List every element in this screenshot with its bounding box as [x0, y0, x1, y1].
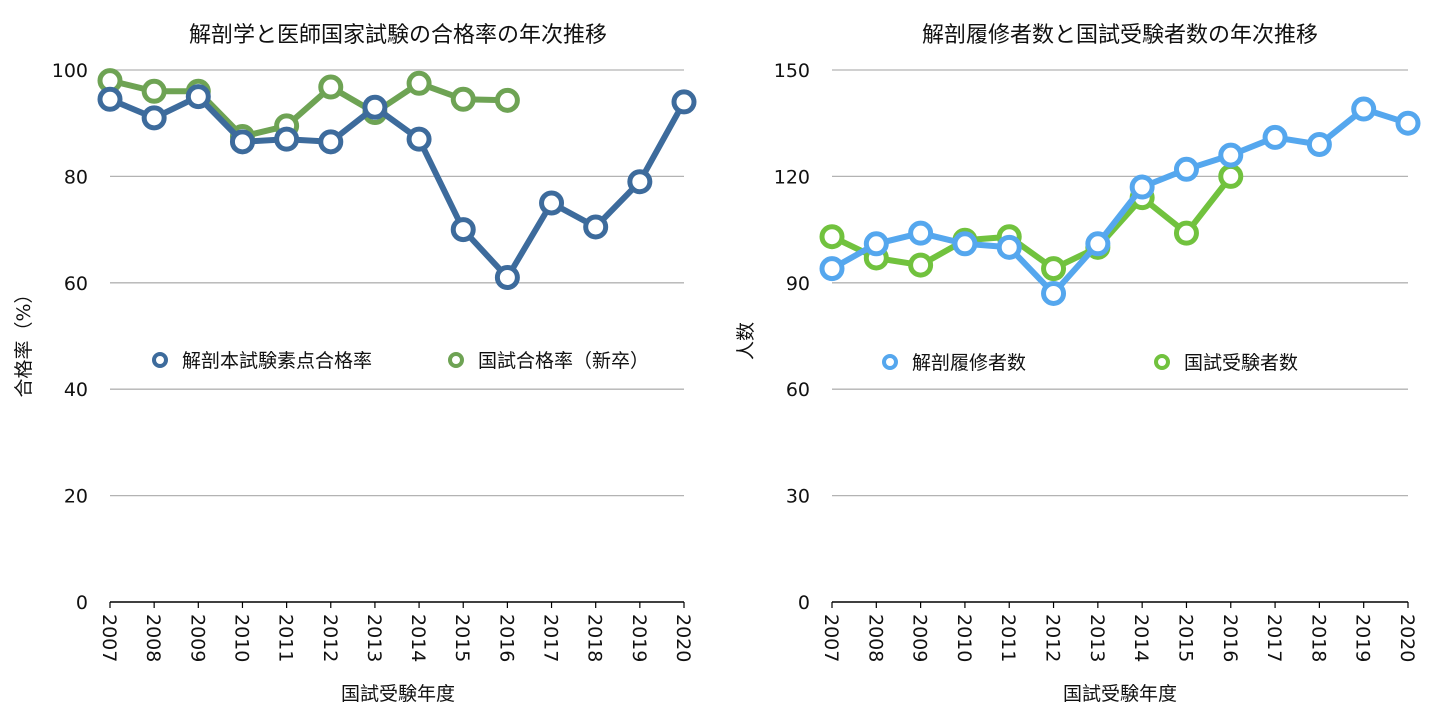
series-line [107, 77, 511, 140]
data-point [362, 94, 388, 120]
x-tick-label: 2017 [1263, 614, 1285, 662]
data-point [1085, 231, 1111, 257]
data-point [1351, 96, 1377, 122]
data-point [1262, 124, 1288, 150]
x-tick-label: 2010 [953, 614, 975, 662]
data-point [141, 105, 167, 131]
data-point [1306, 131, 1332, 157]
pass-rate-chart: 解剖学と医師国家試験の合格率の年次推移 0 20 40 60 80 100 2007 2008 2… [13, 23, 697, 705]
x-tick-label: 2016 [1219, 614, 1241, 662]
data-point [1173, 156, 1199, 182]
legend-marker [448, 352, 464, 368]
data-point [583, 214, 609, 240]
y-tick-label: 80 [64, 166, 88, 188]
y-tick-label: 120 [774, 166, 810, 188]
data-point [1041, 256, 1067, 282]
data-point [406, 126, 432, 152]
x-tick-label: 2014 [1130, 614, 1152, 662]
x-tick-label: 2007 [820, 614, 842, 662]
data-point [141, 78, 167, 104]
y-tick-label: 100 [52, 60, 88, 82]
y-tick-label: 40 [64, 379, 88, 401]
legend-label: 解剖履修者数 [912, 352, 1026, 374]
x-tick-label: 2016 [495, 614, 517, 662]
data-point [229, 129, 255, 155]
data-point [450, 217, 476, 243]
x-tick-label: 2014 [407, 614, 429, 662]
legend-marker [152, 352, 168, 368]
data-point [819, 256, 845, 282]
data-point [908, 252, 934, 278]
x-tick-label: 2018 [1307, 614, 1329, 662]
x-axis-label: 国試受験年度 [341, 683, 455, 705]
data-point [1218, 163, 1244, 189]
data-point [863, 231, 889, 257]
x-tick-label: 2008 [142, 614, 164, 662]
data-point [996, 234, 1022, 260]
data-point [406, 70, 432, 96]
chart-title: 解剖学と医師国家試験の合格率の年次推移 [189, 23, 607, 48]
x-tick-label: 2019 [628, 614, 650, 662]
y-axis-label: 人数 [735, 322, 757, 360]
x-tick-label: 2020 [672, 614, 694, 662]
x-tick-label: 2009 [909, 614, 931, 662]
data-point [1129, 174, 1155, 200]
data-point [908, 220, 934, 246]
y-tick-label: 30 [786, 486, 810, 508]
data-point [627, 169, 653, 195]
data-point [318, 74, 344, 100]
y-tick-label: 150 [774, 60, 810, 82]
data-point [185, 84, 211, 110]
x-tick-label: 2011 [997, 614, 1019, 662]
x-tick-label: 2007 [98, 614, 120, 662]
data-point [952, 231, 978, 257]
data-point [539, 190, 565, 216]
x-tick-label: 2010 [230, 614, 252, 662]
y-tick-label: 60 [64, 273, 88, 295]
x-tick-label: 2012 [319, 614, 341, 662]
x-tick-label: 2015 [1174, 614, 1196, 662]
y-tick-label: 60 [786, 379, 810, 401]
legend-marker [1154, 354, 1170, 370]
y-tick-label: 0 [798, 592, 810, 614]
series-line [107, 93, 687, 281]
legend-label: 解剖本試験素点合格率 [182, 350, 372, 372]
legend-marker [882, 354, 898, 370]
data-point [671, 89, 697, 115]
legend-label: 国試合格率（新卒） [478, 350, 649, 372]
headcount-chart: 解剖履修者数と国試受験者数の年次推移 0 30 60 90 120 150 2007 2008 2… [735, 23, 1421, 705]
chart-title: 解剖履修者数と国試受験者数の年次推移 [922, 23, 1318, 48]
x-tick-label: 2011 [275, 614, 297, 662]
data-point [494, 87, 520, 113]
y-tick-label: 0 [76, 592, 88, 614]
x-tick-label: 2019 [1352, 614, 1374, 662]
x-tick-label: 2009 [186, 614, 208, 662]
data-point [1173, 220, 1199, 246]
y-tick-label: 20 [64, 486, 88, 508]
data-point [450, 86, 476, 112]
data-point [274, 126, 300, 152]
data-point [819, 224, 845, 250]
legend-label: 国試受験者数 [1184, 352, 1298, 374]
data-point [97, 86, 123, 112]
data-point [494, 264, 520, 290]
x-tick-label: 2013 [1086, 614, 1108, 662]
data-point [1041, 280, 1067, 306]
x-tick-label: 2012 [1042, 614, 1064, 662]
x-tick-label: 2015 [451, 614, 473, 662]
data-point [1395, 110, 1421, 136]
x-tick-label: 2013 [363, 614, 385, 662]
x-tick-label: 2008 [864, 614, 886, 662]
y-axis-label: 合格率（%） [13, 284, 35, 397]
x-tick-label: 2020 [1396, 614, 1418, 662]
data-point [318, 129, 344, 155]
x-axis-label: 国試受験年度 [1063, 683, 1177, 705]
x-tick-label: 2017 [540, 614, 562, 662]
series-line [829, 173, 1234, 272]
x-tick-label: 2018 [584, 614, 606, 662]
y-tick-label: 90 [786, 273, 810, 295]
data-point [1218, 142, 1244, 168]
